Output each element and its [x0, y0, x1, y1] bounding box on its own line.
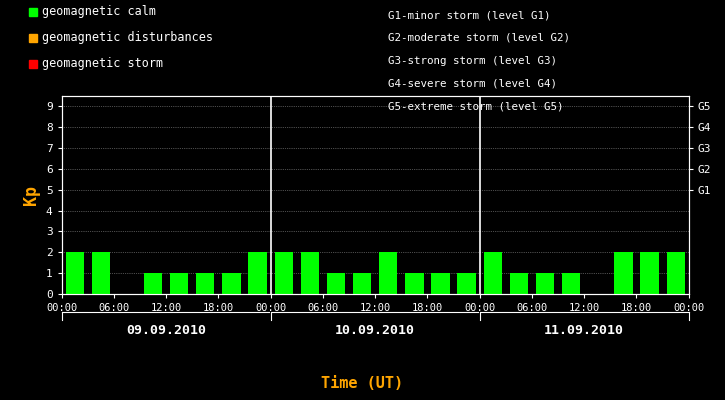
Bar [536, 273, 554, 294]
Bar [431, 273, 450, 294]
Bar [275, 252, 293, 294]
Text: G2-moderate storm (level G2): G2-moderate storm (level G2) [388, 33, 570, 43]
Text: 11.09.2010: 11.09.2010 [544, 324, 624, 336]
Bar [223, 273, 241, 294]
Text: geomagnetic storm: geomagnetic storm [42, 58, 163, 70]
Text: geomagnetic calm: geomagnetic calm [42, 6, 156, 18]
Bar [405, 273, 423, 294]
Bar [379, 252, 397, 294]
Bar [301, 252, 319, 294]
Text: G3-strong storm (level G3): G3-strong storm (level G3) [388, 56, 557, 66]
Bar [91, 252, 110, 294]
Bar [65, 252, 84, 294]
Text: Time (UT): Time (UT) [321, 376, 404, 392]
Bar [666, 252, 685, 294]
Y-axis label: Kp: Kp [22, 185, 41, 205]
Bar [170, 273, 189, 294]
Bar [640, 252, 659, 294]
Bar [484, 252, 502, 294]
Text: 09.09.2010: 09.09.2010 [126, 324, 206, 336]
Text: G1-minor storm (level G1): G1-minor storm (level G1) [388, 10, 550, 20]
Bar [353, 273, 371, 294]
Bar [144, 273, 162, 294]
Text: 10.09.2010: 10.09.2010 [335, 324, 415, 336]
Text: G5-extreme storm (level G5): G5-extreme storm (level G5) [388, 101, 563, 111]
Bar [327, 273, 345, 294]
Bar [614, 252, 633, 294]
Bar [457, 273, 476, 294]
Bar [562, 273, 580, 294]
Bar [249, 252, 267, 294]
Bar [196, 273, 215, 294]
Text: G4-severe storm (level G4): G4-severe storm (level G4) [388, 78, 557, 88]
Text: geomagnetic disturbances: geomagnetic disturbances [42, 32, 212, 44]
Bar [510, 273, 528, 294]
